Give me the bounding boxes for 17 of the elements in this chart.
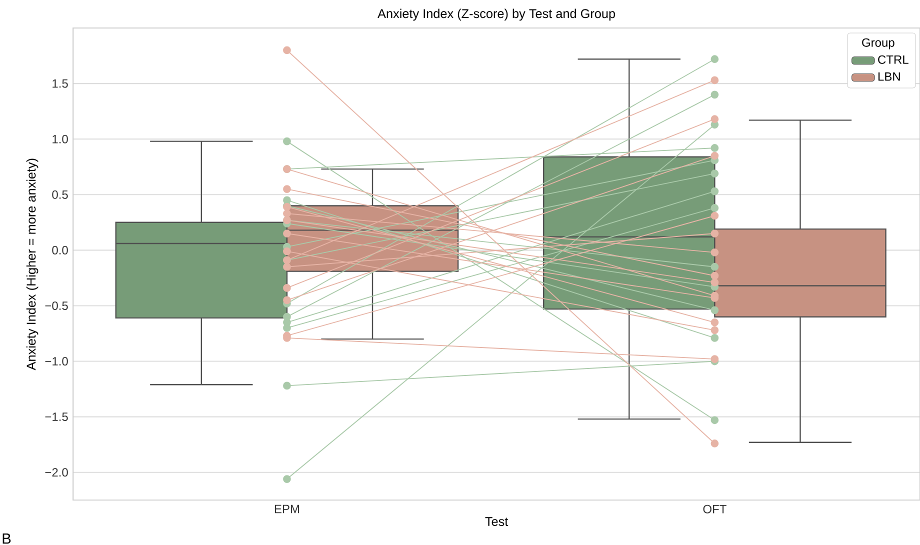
x-tick-label: EPM xyxy=(274,504,299,513)
x-tick-label: OFT xyxy=(703,504,726,514)
chart-title: Anxiety Index (Z-score) by Test and Group xyxy=(378,8,616,21)
text: B xyxy=(2,533,11,544)
y-tick-label: 1.0 xyxy=(52,134,68,144)
y-tick-label: 0.0 xyxy=(52,246,68,254)
y-tick-label: 0.5 xyxy=(52,190,68,199)
y-tick-label: −1.5 xyxy=(45,412,68,421)
legend-label: CTRL xyxy=(878,55,908,64)
x-axis-title: Test xyxy=(485,517,508,526)
y-tick-label: −0.5 xyxy=(45,301,68,310)
y-tick-label: 1.5 xyxy=(52,79,68,88)
legend-label: LBN xyxy=(878,72,900,81)
y-tick-label: −2.0 xyxy=(45,468,68,477)
y-axis-title: Anxiety Index (Higher = more anxiety) xyxy=(26,158,38,370)
y-tick-label: −1.0 xyxy=(45,356,68,366)
legend-title: Group xyxy=(862,38,894,50)
